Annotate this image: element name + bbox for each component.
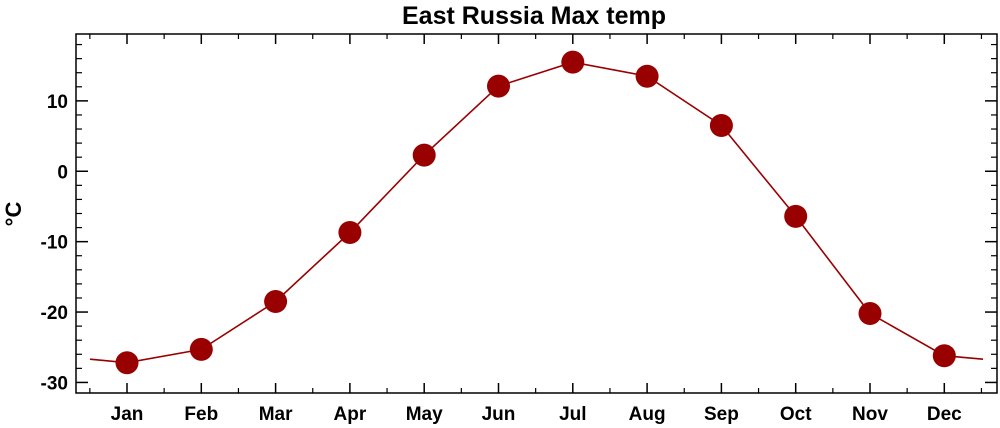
x-tick-label: Nov: [852, 404, 888, 425]
x-tick-label: Jan: [111, 404, 144, 425]
tick-labels: -30 -20 -10 0 10 Jan Feb Mar Apr May Jun Jul Aug Sep O…: [41, 92, 963, 425]
chart-title: East Russia Max temp: [402, 2, 666, 30]
y-tick-label: -20: [41, 303, 68, 324]
data-points: [115, 50, 956, 375]
data-point: [487, 74, 510, 98]
y-tick-label: 0: [57, 162, 68, 183]
data-point: [264, 289, 288, 313]
x-tick-label: Jul: [559, 404, 586, 425]
y-tick-label: -30: [41, 373, 68, 394]
data-point: [338, 221, 362, 245]
data-point: [189, 337, 213, 361]
data-point: [932, 344, 956, 368]
x-tick-label: Dec: [927, 404, 962, 425]
plot-frame: [75, 33, 998, 394]
x-tick-label: May: [406, 404, 443, 425]
data-point: [709, 114, 733, 138]
x-tick-label: Sep: [704, 404, 739, 425]
y-tick-label: 10: [47, 92, 68, 113]
x-tick-label: Aug: [629, 404, 666, 425]
data-point: [115, 351, 139, 375]
x-tick-label: Apr: [334, 404, 367, 425]
x-tick-label: Jun: [482, 404, 516, 425]
data-point: [784, 204, 808, 228]
data-point: [412, 143, 436, 167]
axis-ticks: [76, 34, 997, 393]
data-point: [858, 301, 882, 325]
data-point: [635, 64, 659, 88]
y-axis-label: °C: [1, 202, 26, 227]
x-tick-label: Mar: [259, 404, 293, 425]
x-tick-label: Oct: [780, 404, 812, 425]
data-point: [561, 50, 585, 74]
x-tick-label: Feb: [184, 404, 218, 425]
y-tick-label: -10: [41, 233, 68, 254]
series-line: [89, 61, 984, 364]
